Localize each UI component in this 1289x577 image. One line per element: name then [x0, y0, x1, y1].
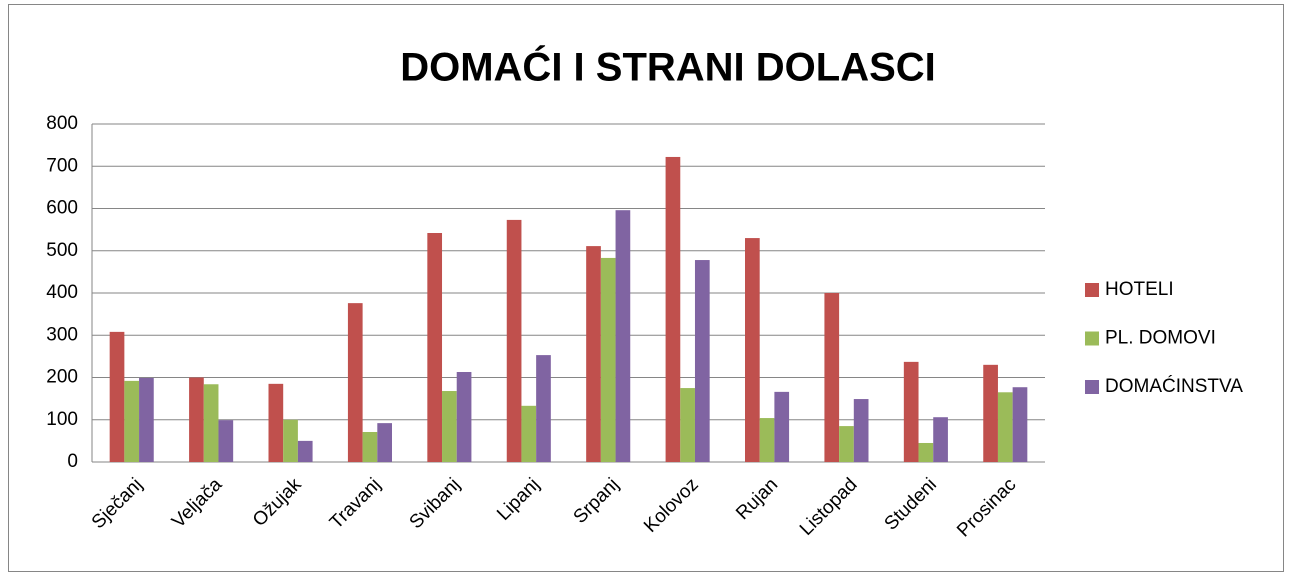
y-tick-label: 0 [67, 451, 78, 472]
bar [839, 426, 854, 462]
y-tick-label: 700 [46, 155, 78, 176]
legend-label: DOMAĆINSTVA [1105, 375, 1243, 397]
bar [600, 257, 616, 462]
legend-swatch [1085, 380, 1099, 394]
bar [1012, 387, 1028, 462]
bar [521, 405, 537, 462]
y-tick-label: 500 [46, 240, 78, 261]
bar [427, 233, 443, 462]
bar [124, 380, 140, 462]
legend-swatch [1085, 331, 1099, 346]
bar [442, 391, 457, 462]
bar [586, 246, 601, 462]
y-tick-label: 100 [46, 409, 78, 430]
bar [362, 432, 378, 462]
y-tick-label: 600 [46, 198, 78, 219]
legend-swatch [1085, 283, 1099, 297]
bar [933, 417, 948, 462]
bar [680, 388, 695, 462]
bar [745, 238, 760, 462]
bar [918, 442, 934, 462]
y-tick-label: 400 [46, 282, 78, 303]
bar [109, 331, 125, 462]
bar [456, 372, 472, 462]
bar [824, 293, 840, 462]
bar [853, 399, 869, 462]
bar [218, 420, 234, 462]
legend-label: PL. DOMOVI [1105, 328, 1216, 349]
bar [139, 377, 154, 462]
bar [759, 418, 775, 462]
bar [347, 303, 363, 462]
chart-frame [8, 4, 1284, 572]
bar [283, 419, 298, 462]
bar [774, 391, 790, 462]
bar [189, 377, 204, 462]
bar [997, 392, 1013, 462]
bar [694, 260, 710, 462]
bar [506, 219, 522, 462]
bar [983, 364, 998, 462]
bar [268, 383, 284, 462]
y-tick-label: 200 [46, 367, 78, 388]
bar [377, 423, 392, 462]
bar [203, 384, 219, 462]
bar [536, 355, 551, 462]
bar [297, 440, 313, 462]
bar [615, 210, 631, 462]
chart-title: DOMAĆI I STRANI DOLASCI [400, 44, 936, 90]
bar [665, 156, 681, 462]
bar [903, 361, 919, 462]
legend-label: HOTELI [1105, 279, 1174, 300]
y-tick-label: 800 [46, 113, 78, 134]
y-tick-label: 300 [46, 324, 78, 345]
